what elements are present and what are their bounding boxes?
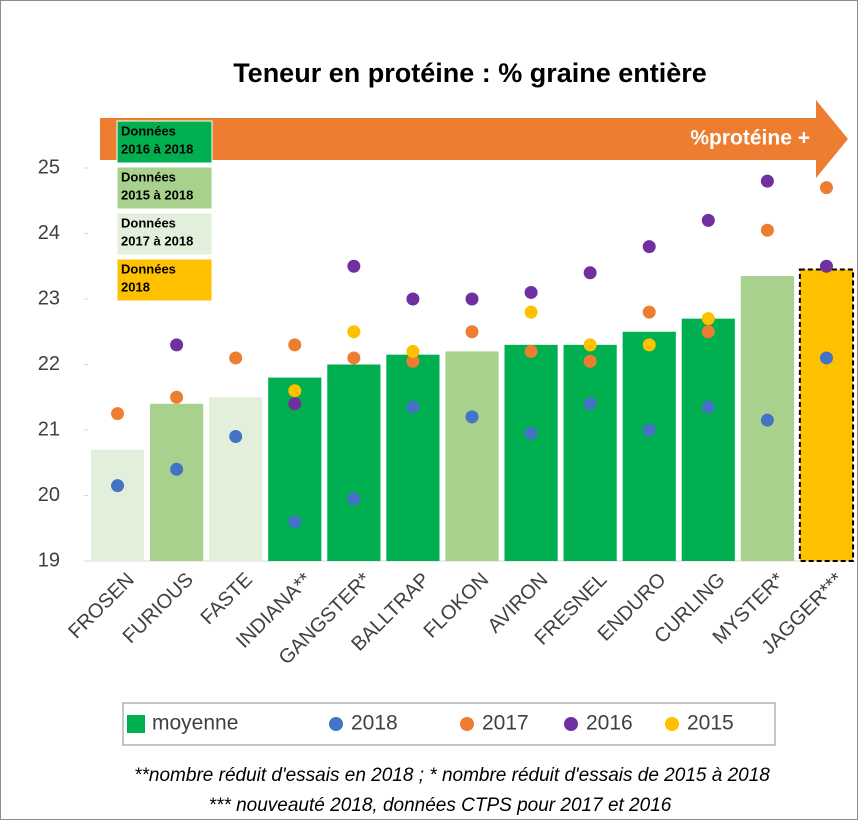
bar	[150, 403, 204, 561]
point	[642, 338, 656, 352]
group-key	[116, 166, 213, 210]
legend-label: 2018	[351, 712, 398, 735]
point	[111, 407, 125, 421]
point	[642, 305, 656, 319]
group-label: 2018	[121, 279, 150, 294]
chart-title: Teneur en protéine : % graine entière	[233, 58, 707, 88]
point	[760, 174, 774, 188]
group-label: 2016 à 2018	[121, 141, 193, 156]
point	[819, 259, 833, 273]
point	[111, 479, 125, 493]
point	[406, 344, 420, 358]
group-key	[116, 212, 213, 256]
point	[701, 400, 715, 414]
point	[170, 462, 184, 476]
point	[288, 338, 302, 352]
legend-swatch	[665, 717, 679, 731]
arrow	[100, 100, 848, 178]
point	[583, 354, 597, 368]
point	[524, 344, 538, 358]
group-label: Données	[121, 169, 176, 184]
legend-label: moyenne	[152, 712, 238, 735]
point	[465, 410, 479, 424]
point	[170, 338, 184, 352]
legend-swatch	[564, 717, 578, 731]
point	[642, 240, 656, 254]
point	[583, 397, 597, 411]
point	[819, 181, 833, 195]
point	[406, 354, 420, 368]
bar	[386, 354, 440, 561]
point	[524, 426, 538, 440]
bar	[445, 351, 499, 561]
y-tick-label: 24	[38, 222, 60, 244]
group-label: Données	[121, 261, 176, 276]
bar	[798, 268, 855, 562]
point	[760, 413, 774, 427]
group-key	[116, 258, 213, 302]
point	[524, 285, 538, 299]
legend-label: 2017	[482, 712, 529, 735]
bar	[209, 397, 263, 561]
bar	[327, 364, 381, 561]
group-key	[116, 120, 213, 164]
point	[406, 400, 420, 414]
legend-swatch	[460, 717, 474, 731]
y-tick-label: 21	[38, 418, 60, 440]
point	[465, 292, 479, 306]
point	[760, 223, 774, 237]
point	[465, 325, 479, 339]
point	[288, 515, 302, 529]
bar	[90, 449, 145, 561]
point	[347, 492, 361, 506]
footnote: *** nouveauté 2018, données CTPS pour 20…	[209, 795, 672, 816]
bar	[504, 344, 558, 561]
point	[288, 384, 302, 398]
point	[701, 312, 715, 326]
point	[229, 351, 243, 365]
group-label: 2017 à 2018	[121, 233, 193, 248]
point	[524, 305, 538, 319]
point	[229, 430, 243, 444]
y-tick-label: 25	[38, 156, 60, 178]
point	[406, 292, 420, 306]
y-tick-label: 22	[38, 353, 60, 375]
point	[347, 351, 361, 365]
arrow-label: %protéine +	[690, 127, 810, 150]
legend-label: 2016	[586, 712, 633, 735]
y-tick-label: 19	[38, 549, 60, 571]
point	[701, 213, 715, 227]
point	[819, 351, 833, 365]
y-tick-label: 23	[38, 287, 60, 309]
point	[347, 259, 361, 273]
point	[288, 397, 302, 411]
point	[170, 390, 184, 404]
legend-swatch	[127, 715, 145, 733]
bar	[563, 344, 617, 561]
group-label: 2015 à 2018	[121, 187, 193, 202]
legend-swatch	[329, 717, 343, 731]
point	[347, 325, 361, 339]
point	[642, 423, 656, 437]
footnote: **nombre réduit d'essais en 2018 ; * nom…	[134, 765, 770, 786]
legend-label: 2015	[687, 712, 734, 735]
point	[583, 338, 597, 352]
bar	[622, 331, 676, 561]
point	[701, 325, 715, 339]
group-label: Données	[121, 123, 176, 138]
y-tick-label: 20	[38, 484, 60, 506]
point	[583, 266, 597, 280]
group-label: Données	[121, 215, 176, 230]
bar	[681, 318, 735, 561]
